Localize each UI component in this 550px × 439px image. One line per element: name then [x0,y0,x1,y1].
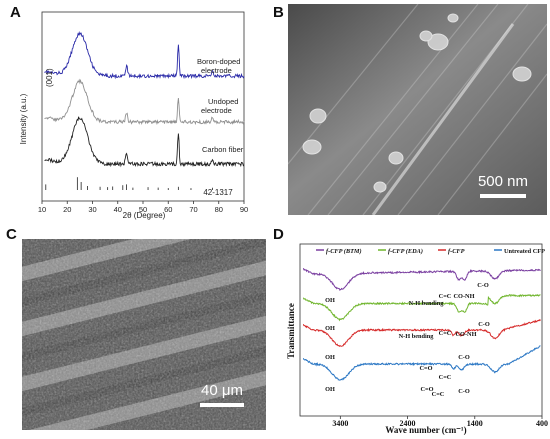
ftir-legend-label: Untreated CFP [504,248,545,255]
ftir-legend-label: f-CFP (EDA) [388,248,423,255]
ftir-peak-annotation: C-O [458,388,470,395]
panel-label-d: D [273,226,284,243]
xrd-legend-boron-doped: Boron-doped electrode [197,57,240,75]
xrd-legend-carbon-fiber: Carbon fiber [202,145,244,154]
panel-label-c: C [6,226,17,243]
scale-bar-b: 500 nm [468,174,538,198]
ftir-ylabel: Transmittance [286,303,296,359]
xrd-chart: 10 20 30 40 50 60 70 80 90 (001) 42-1317 2θ (Deg… [19,11,248,220]
ftir-peak-annotation: C=C [439,374,452,381]
scale-bar-label-b: 500 nm [477,173,529,190]
ftir-x-tick-label: 2400 [400,419,416,428]
ftir-x-tick-label: 3400 [332,419,348,428]
ftir-peak-annotation: OH [325,325,335,332]
sem-image-c: 40 μm [22,239,266,430]
xrd-x-tick-label: 50 [139,205,147,214]
ftir-peak-annotation: C=O [420,386,433,393]
ftir-x-tick-label: 400 [536,419,548,428]
xrd-x-tick-label: 70 [189,205,197,214]
xrd-series-line [44,31,245,80]
ftir-peak-annotation: C=C [432,391,445,398]
xrd-x-tick-label: 10 [38,205,46,214]
ftir-xlabel: Wave number (cm⁻¹) [385,425,466,435]
xrd-peak-annotation-001: (001) [45,68,54,87]
ftir-series-line [302,268,541,292]
ftir-peak-annotation: CO-NH [454,293,475,300]
panel-label-b: B [273,4,284,21]
xrd-x-tick-label: 80 [215,205,223,214]
ftir-peak-annotation: OH [325,354,335,361]
ftir-peak-annotation: CO-NH [456,331,477,338]
ftir-legend-label: f-CFP (BTM) [326,248,362,255]
sem-texture-c [22,239,266,430]
ftir-peak-annotation: C-O [478,321,490,328]
xrd-series-line [44,78,245,126]
ftir-peak-annotation: C-O [477,282,489,289]
sem-texture-b [288,4,547,215]
ftir-chart: 3400 2400 1400 400 f-CFP (BTM) f-CFP (EDA) f-… [286,243,548,435]
ftir-peak-annotation: C-O [458,354,470,361]
panel-label-a: A [10,4,21,21]
ftir-series-line [302,293,541,322]
xrd-x-tick-label: 90 [240,205,248,214]
scale-bar-c: 40 μm [190,383,254,407]
ftir-peak-annotation: N-H bending [409,300,445,307]
scale-bar-line-c [200,403,244,407]
xrd-series-line [44,116,245,168]
sem-image-b: 500 nm [288,4,547,215]
xrd-reference-label: 42-1317 [203,188,233,197]
ftir-peak-annotation: C=O [419,365,432,372]
xrd-legend-undoped: Undoped electrode [201,97,238,115]
xrd-x-tick-label: 30 [88,205,96,214]
xrd-x-tick-label: 20 [63,205,71,214]
ftir-peak-annotation: OH [325,386,335,393]
ftir-legend-label: f-CFP [448,248,465,255]
xrd-x-tick-label: 40 [114,205,122,214]
xrd-xlabel: 2θ (Degree) [123,211,166,220]
ftir-plot-frame [299,243,543,417]
xrd-x-tick-label: 60 [164,205,172,214]
ftir-x-tick-label: 1400 [467,419,483,428]
ftir-peak-annotation: OH [325,297,335,304]
ftir-series-line [302,319,541,348]
ftir-series-line [302,345,541,381]
xrd-ylabel: Intensity (a.u.) [19,93,28,144]
ftir-peak-annotation: C=C [439,293,452,300]
scale-bar-line-b [480,194,526,198]
ftir-peak-annotation: N-H bending [399,333,435,340]
ftir-peak-annotation: C=C [439,330,452,337]
scale-bar-label-c: 40 μm [201,382,243,399]
